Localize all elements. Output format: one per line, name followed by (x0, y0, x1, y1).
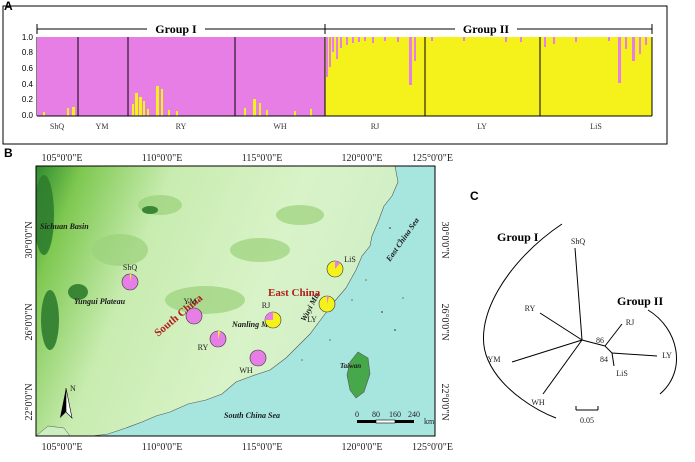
label-yungui-plateau: Yungui Plateau (74, 297, 126, 306)
left-lat-22: 22°0'0"N (24, 383, 35, 420)
bottom-lon-105: 105°0'0"E (42, 442, 83, 453)
pie-ly (318, 295, 336, 313)
top-lon-105: 105°0'0"E (42, 153, 83, 164)
top-lon-110: 110°0'0"E (142, 153, 183, 164)
top-longitude-labels: 105°0'0"E 110°0'0"E 115°0'0"E 120°0'0"E … (42, 153, 454, 164)
right-lat-22: 22°0'0"N (439, 383, 450, 420)
y-ticks: 1.0 0.8 0.6 0.4 0.2 0.0 (22, 33, 34, 120)
map-label-lis: LiS (344, 255, 356, 264)
tree-tip-lis: LiS (616, 369, 628, 378)
top-lon-125: 125°0'0"E (412, 153, 453, 164)
population-labels: ShQ YM RY WH RJ LY LiS (50, 122, 602, 131)
pop-label-lis: LiS (590, 122, 602, 131)
label-sichuan-basin: Sichuan Basin (40, 222, 89, 231)
top-lon-120: 120°0'0"E (342, 153, 383, 164)
right-lat-26: 26°0'0"N (439, 303, 450, 340)
group-2-label: Group II (463, 22, 509, 36)
bottom-lon-125: 125°0'0"E (412, 442, 453, 453)
bootstrap-86: 86 (596, 336, 604, 345)
y-tick-08: 0.8 (22, 48, 34, 57)
tree-tip-ly: LY (662, 351, 672, 360)
pie-ry (209, 330, 227, 348)
bootstrap-84: 84 (600, 355, 608, 364)
group-1-block (37, 37, 325, 116)
right-lat-30: 30°0'0"N (439, 221, 450, 258)
pop-label-ly: LY (477, 122, 487, 131)
y-tick-1: 1.0 (22, 33, 34, 42)
tree-group-2-label: Group II (617, 294, 663, 308)
map-label-ym: YM (184, 297, 197, 306)
map (36, 166, 435, 436)
group-2-block (325, 37, 652, 116)
pie-ym (185, 307, 203, 325)
tree-scale-label: 0.05 (580, 416, 594, 425)
left-lat-26: 26°0'0"N (24, 303, 35, 340)
left-lat-30: 30°0'0"N (24, 221, 35, 258)
y-tick-06: 0.6 (22, 64, 34, 73)
pop-label-shq: ShQ (50, 122, 64, 131)
map-label-shq: ShQ (123, 263, 137, 272)
map-frame (35, 165, 436, 437)
bottom-lon-120: 120°0'0"E (342, 442, 383, 453)
map-label-rj: RJ (262, 301, 270, 310)
tree-tip-rj: RJ (626, 318, 634, 327)
tree-scale-bar: 0.05 (575, 406, 599, 425)
taiwan-island (346, 351, 371, 399)
pie-wh (249, 349, 267, 367)
pop-label-ry: RY (176, 122, 187, 131)
bottom-longitude-labels: 105°0'0"E 110°0'0"E 115°0'0"E 120°0'0"E … (42, 442, 454, 453)
tree-tip-ym: YM (488, 355, 501, 364)
tree-tip-wh: WH (531, 398, 545, 407)
y-tick-04: 0.4 (22, 80, 34, 89)
scale-240: 240 (408, 410, 420, 419)
map-label-ry: RY (198, 343, 209, 352)
pop-label-rj: RJ (371, 122, 379, 131)
panel-c-letter: C (470, 189, 479, 203)
label-south-china-sea: South China Sea (224, 411, 280, 420)
y-tick-00: 0.0 (22, 111, 34, 120)
tree-branches (511, 247, 658, 395)
scale-80: 80 (372, 410, 380, 419)
scale-unit: km (424, 417, 435, 426)
pie-markers: ShQ YM RY WH RJ LY LiS (121, 255, 356, 375)
y-tick-02: 0.2 (22, 95, 34, 104)
bottom-lon-115: 115°0'0"E (242, 442, 283, 453)
pop-label-ym: YM (96, 122, 109, 131)
group-2-arc (647, 309, 677, 395)
map-label-ly: LY (307, 315, 317, 324)
left-latitude-labels: 30°0'0"N 26°0'0"N 22°0'0"N (24, 221, 35, 420)
tree-tip-shq: ShQ (571, 237, 585, 246)
panel-a-frame (2, 5, 668, 145)
map-scale-bar: 0 80 160 240 km (355, 410, 435, 426)
panel-b-letter: B (4, 146, 13, 160)
north-label: N (70, 384, 76, 393)
pie-shq (121, 273, 139, 291)
right-latitude-labels: 30°0'0"N 26°0'0"N 22°0'0"N (439, 221, 450, 420)
label-taiwan: Taiwan (340, 362, 361, 370)
pie-lis (326, 260, 344, 278)
tree-tip-ry: RY (525, 304, 536, 313)
group-1-arc (483, 223, 563, 419)
north-arrow-icon: N (60, 384, 76, 419)
label-nanling-mts: Nanling Mts (231, 320, 274, 329)
pie-rj (264, 311, 282, 329)
bottom-lon-110: 110°0'0"E (142, 442, 183, 453)
label-east-china: East China (268, 287, 321, 299)
scale-0: 0 (355, 410, 359, 419)
structure-bars (37, 37, 653, 117)
pop-label-wh: WH (273, 122, 287, 131)
group-1-label: Group I (155, 22, 197, 36)
top-lon-115: 115°0'0"E (242, 153, 283, 164)
tree-group-1-label: Group I (497, 230, 539, 244)
scale-160: 160 (389, 410, 401, 419)
map-label-wh: WH (239, 366, 253, 375)
